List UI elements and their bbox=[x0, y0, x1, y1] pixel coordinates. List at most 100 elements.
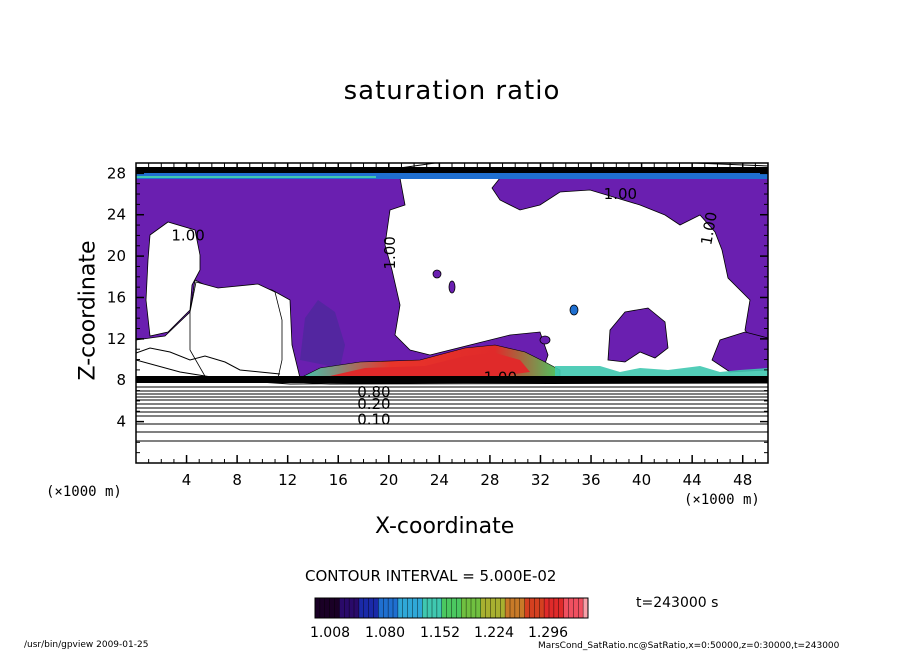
hot-core-inner bbox=[330, 353, 530, 376]
footer-command: /usr/bin/gpview 2009-01-25 bbox=[24, 640, 149, 650]
x-tick-label: 48 bbox=[733, 471, 752, 489]
colorbar-cell bbox=[334, 598, 340, 618]
y-axis-label: Z-coordinate bbox=[75, 240, 101, 381]
colorbar-cell bbox=[339, 598, 345, 618]
colorbar-cell bbox=[319, 598, 326, 618]
colorbar-cell bbox=[383, 598, 389, 618]
y-axis-unit: (×1000 m) bbox=[46, 484, 122, 500]
small-island-4 bbox=[539, 335, 551, 345]
contour-label: 1.00 bbox=[381, 236, 399, 269]
chart-title: saturation ratio bbox=[343, 76, 561, 106]
colorbar-cell bbox=[397, 598, 404, 618]
colorbar-cell bbox=[344, 598, 350, 618]
colorbar-cell bbox=[402, 598, 409, 618]
saturation-field: 1.00 1.00 1.00 1.00 1.00 0.800.200.10 bbox=[136, 163, 768, 442]
colorbar-cell bbox=[378, 598, 384, 618]
colorbar-cell bbox=[363, 598, 370, 618]
y-tick-label: 12 bbox=[107, 330, 126, 348]
colorbar-cell bbox=[349, 598, 355, 618]
colorbar-tick-label: 1.008 bbox=[310, 625, 350, 641]
x-tick-label: 16 bbox=[329, 471, 348, 489]
colorbar-cell bbox=[544, 598, 550, 618]
x-axis-unit: (×1000 m) bbox=[684, 492, 760, 508]
saturated-region-west bbox=[136, 177, 549, 379]
contour-label: 1.00 bbox=[697, 210, 721, 246]
colorbar-tick-label: 1.296 bbox=[528, 625, 568, 641]
contour-label: 1.00 bbox=[171, 227, 204, 245]
time-label: t=243000 s bbox=[636, 595, 719, 611]
x-tick-label: 40 bbox=[632, 471, 651, 489]
contour-labels: 1.00 1.00 1.00 1.00 1.00 0.800.200.10 bbox=[171, 185, 720, 429]
colorbar-cell bbox=[480, 598, 487, 618]
x-tick-label: 28 bbox=[480, 471, 499, 489]
colorbar-tick-label: 1.152 bbox=[420, 625, 460, 641]
cyan-rim bbox=[555, 366, 768, 376]
colorbar-cell bbox=[329, 598, 335, 618]
y-tick-label: 8 bbox=[116, 371, 126, 389]
colorbar-cell bbox=[578, 598, 584, 618]
y-tick-label: 16 bbox=[107, 288, 126, 306]
colorbar-cell bbox=[534, 598, 540, 618]
colorbar-cell bbox=[558, 598, 565, 618]
colorbar-cell bbox=[315, 598, 321, 618]
clear-region-southwest bbox=[189, 281, 283, 379]
colorbar-cell bbox=[393, 598, 399, 618]
upper-cyan-band bbox=[136, 176, 376, 178]
saturated-region-southeast bbox=[607, 307, 669, 363]
footer-source: MarsCond_SatRatio.nc@SatRatio,x=0:50000,… bbox=[538, 641, 840, 651]
colorbar-tick-label: 1.080 bbox=[365, 625, 405, 641]
x-tick-label: 20 bbox=[379, 471, 398, 489]
colorbar-cell bbox=[583, 598, 589, 618]
x-tick-label: 4 bbox=[182, 471, 192, 489]
contour-lines bbox=[136, 163, 768, 442]
x-tick-label: 36 bbox=[581, 471, 600, 489]
colorbar-cell bbox=[436, 598, 443, 618]
y-tick-label: 24 bbox=[107, 206, 126, 224]
colorbar-cell bbox=[568, 598, 574, 618]
contour-interval: CONTOUR INTERVAL = 5.000E-02 bbox=[305, 567, 557, 585]
colorbar-cell bbox=[373, 598, 379, 618]
y-tick-label: 28 bbox=[107, 164, 126, 182]
x-tick-label: 44 bbox=[683, 471, 702, 489]
upper-blue-band bbox=[136, 173, 768, 179]
colorbar-cell bbox=[529, 598, 535, 618]
colorbar-cell bbox=[388, 598, 394, 618]
colorbar-cell bbox=[475, 598, 482, 618]
colorbar-cell bbox=[573, 598, 579, 618]
contour-label: 0.80 bbox=[357, 383, 390, 401]
colorbar-cell bbox=[524, 598, 530, 618]
colorbar-cell bbox=[456, 598, 462, 618]
inner-dark-region bbox=[300, 300, 345, 368]
colorbar: 1.008 1.080 1.152 1.224 1.296 bbox=[310, 597, 589, 641]
x-tick-label: 8 bbox=[232, 471, 242, 489]
contour-label: 0.10 bbox=[357, 411, 390, 429]
colorbar-cell bbox=[451, 598, 457, 618]
colorbar-tick-label: 1.224 bbox=[474, 625, 514, 641]
contour-label: 1.00 bbox=[604, 185, 637, 203]
colorbar-cell bbox=[466, 598, 472, 618]
colorbar-cell bbox=[412, 598, 418, 618]
colorbar-cell bbox=[417, 598, 423, 618]
colorbar-cell bbox=[539, 598, 545, 618]
colorbar-cell bbox=[427, 598, 433, 618]
y-tick-label: 20 bbox=[107, 247, 126, 265]
colorbar-cell bbox=[441, 598, 448, 618]
colorbar-cell bbox=[505, 598, 511, 618]
small-island-2 bbox=[448, 280, 456, 294]
colorbar-cell bbox=[446, 598, 452, 618]
colorbar-cell bbox=[563, 598, 569, 618]
x-tick-label: 32 bbox=[531, 471, 550, 489]
colorbar-cell bbox=[500, 598, 506, 618]
small-island-1 bbox=[432, 269, 442, 279]
colorbar-cell bbox=[368, 598, 374, 618]
colorbar-cell bbox=[549, 598, 555, 618]
colorbar-cell bbox=[422, 598, 428, 618]
saturated-region-far-east bbox=[711, 331, 768, 373]
colorbar-cell bbox=[514, 598, 521, 618]
colorbar-cell bbox=[358, 598, 365, 618]
colorbar-cell bbox=[432, 598, 438, 618]
small-island-3 bbox=[569, 304, 579, 316]
colorbar-cell bbox=[324, 598, 331, 618]
colorbar-cell bbox=[553, 598, 560, 618]
